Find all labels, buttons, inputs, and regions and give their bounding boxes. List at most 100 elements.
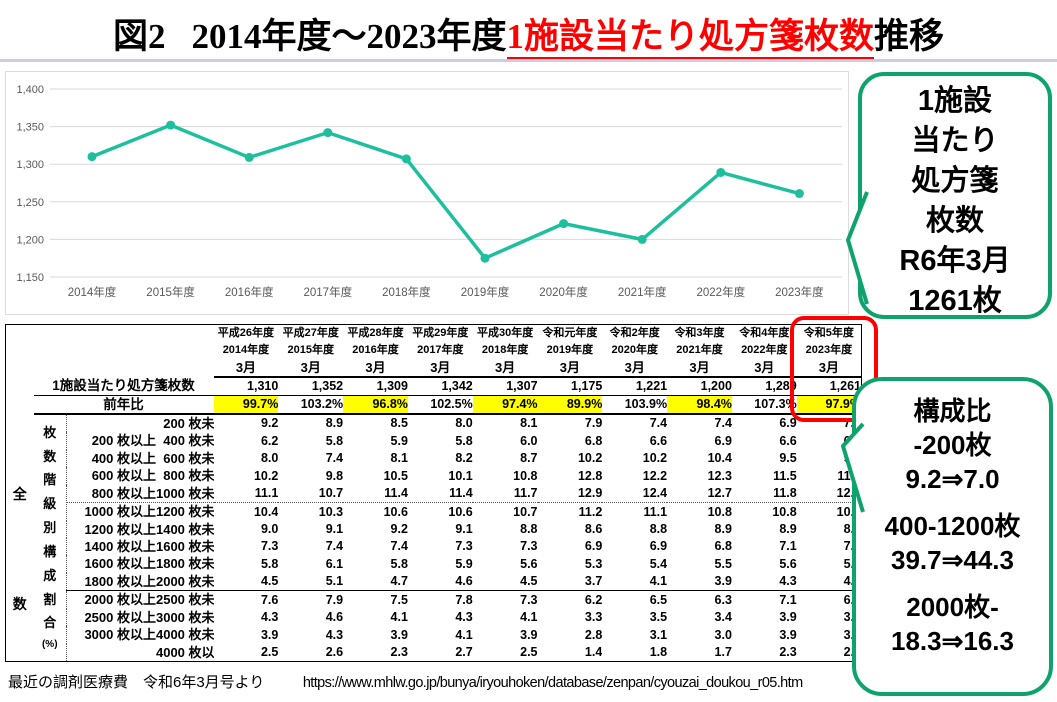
x-tick-label: 2017年度 <box>304 285 353 299</box>
range-label-cell: 1800 枚以上2000 枚未満 <box>66 572 214 592</box>
y-tick-label: 1,250 <box>16 197 44 209</box>
era-header-cell: 令和5年度 <box>803 327 854 339</box>
range-label-cell: 1400 枚以上1600 枚未満 <box>84 538 214 554</box>
value-cell: 3.9 <box>667 572 732 592</box>
value-cell: 12.9 <box>537 484 603 504</box>
callout-line: -200枚 <box>913 430 992 460</box>
value-cell: 8.1 <box>390 451 408 466</box>
value-cell: 4.3 <box>260 610 279 625</box>
range-label-cell: 2000 枚以上2500 枚未満 <box>84 592 214 608</box>
value-cell: 8.0 <box>455 416 473 431</box>
era-header-cell: 令和4年度 <box>739 327 790 339</box>
value-cell: 4.5 <box>472 572 538 592</box>
range-label-cell: 800 枚以上1000 枚未満 <box>66 484 214 504</box>
value-cell: 8.9 <box>714 522 732 536</box>
header-corner-cell <box>5 324 214 377</box>
range-label-cell: 600 枚以上 800 枚未満 <box>91 468 214 484</box>
year-header-cell: 2020年度 <box>611 344 658 356</box>
x-tick-label: 2022年度 <box>697 285 746 299</box>
value-cell: 10.2 <box>577 451 603 466</box>
group-label-all-facilities: 全数 <box>12 486 27 612</box>
value-cell: 3.9 <box>390 627 408 642</box>
main-value-cell: 1,342 <box>407 377 473 396</box>
value-cell: 10.3 <box>318 504 344 519</box>
value-cell: 7.4 <box>390 539 408 554</box>
callout-line: 1261枚 <box>908 285 1002 317</box>
era-header-cell: 平成26年度 <box>217 327 275 339</box>
yoy-value-cell: 97.4% <box>472 395 538 415</box>
value-cell: 8.5 <box>390 416 408 431</box>
main-row-label: 1施設当たり処方箋枚数 <box>33 377 214 396</box>
value-cell: 7.9 <box>584 416 603 431</box>
main-value-cell: 1,352 <box>278 377 344 396</box>
value-cell: 12.2 <box>642 468 668 483</box>
year-header-cell: 2014年度 <box>222 344 270 356</box>
main-value-cell: 1,175 <box>537 377 603 396</box>
year-header-cell: 2022年度 <box>741 344 788 356</box>
value-cell: 6.5 <box>649 592 668 607</box>
value-cell: 10.7 <box>513 504 538 519</box>
value-cell: 5.4 <box>649 556 668 571</box>
yoy-value-cell: 99.7% <box>213 395 279 415</box>
value-cell: 7.3 <box>455 539 473 554</box>
x-tick-label: 2018年度 <box>382 285 431 299</box>
value-cell: 6.9 <box>714 433 732 448</box>
callout-line: 18.3⇒16.3 <box>891 626 1014 656</box>
group-label-size-class: 枚数階級別構成割合 (%) <box>33 414 67 662</box>
value-cell: 2.6 <box>325 645 344 659</box>
value-cell: 2.7 <box>455 645 473 659</box>
value-cell: 9.1 <box>455 522 473 536</box>
year-header-cell: 2021年度 <box>676 344 723 356</box>
value-cell: 6.6 <box>779 433 797 448</box>
data-point <box>637 234 647 244</box>
source-text: 最近の調剤医療費 令和6年3月号より <box>8 674 265 691</box>
source-url-link[interactable]: https://www.mhlw.go.jp/bunya/iryouhoken/… <box>302 675 803 691</box>
callout-line: 1施設 <box>917 85 993 117</box>
value-cell: 11.8 <box>731 484 797 504</box>
value-cell: 9.2 <box>260 416 279 431</box>
month-header-cell: 3月 <box>537 359 603 378</box>
value-cell: 7.3 <box>520 539 538 554</box>
main-value-cell: 1,307 <box>472 377 538 396</box>
value-cell: 4.6 <box>325 610 344 625</box>
value-cell: 4.1 <box>455 627 473 642</box>
month-header-cell: 3月 <box>278 359 344 378</box>
main-value-cell: 1,200 <box>667 377 732 396</box>
value-cell: 3.0 <box>714 627 732 642</box>
value-cell: 6.6 <box>649 433 668 448</box>
month-header-cell: 3月 <box>472 359 538 378</box>
range-label-cell: 1600 枚以上1800 枚未満 <box>84 556 214 572</box>
value-cell: 6.1 <box>325 556 344 571</box>
value-cell: 3.9 <box>779 627 797 642</box>
yoy-value-cell: 89.9% <box>537 395 603 415</box>
yoy-value-cell: 103.2% <box>278 395 344 415</box>
callout-line <box>856 496 1049 509</box>
value-cell: 5.3 <box>584 556 603 571</box>
value-cell: 10.8 <box>513 468 538 483</box>
value-cell: 8.7 <box>520 451 538 466</box>
value-cell: 4.1 <box>520 610 538 625</box>
yoy-row-label: 前年比 <box>33 395 214 415</box>
range-label-cell: 400 枚以上 600 枚未満 <box>91 450 214 466</box>
value-cell: 2.5 <box>520 645 538 659</box>
data-point <box>716 167 726 177</box>
value-cell: 2.5 <box>260 645 279 659</box>
value-cell: 11.1 <box>213 484 279 504</box>
title-range: 2014年度～2023年度 <box>191 17 507 56</box>
main-value-cell: 1,310 <box>213 377 279 396</box>
month-header-cell: 3月 <box>343 359 408 378</box>
value-cell: 5.1 <box>278 572 344 592</box>
value-cell: 6.3 <box>714 592 732 607</box>
main-value-cell: 1,289 <box>731 377 797 396</box>
value-cell: 4.7 <box>343 572 408 592</box>
era-header-cell: 平成29年度 <box>412 327 469 339</box>
callout-bubble-prescriptions: 1施設 当たり 処方箋 枚数 R6年3月 1261枚 <box>858 72 1052 319</box>
yoy-value-cell: 107.3% <box>731 395 797 415</box>
data-table: 平成26年度 平成27年度 平成28年度 平成29年度 平成30年度 令和元年度 令和2年度… <box>5 324 862 662</box>
data-point <box>401 154 411 164</box>
era-header-cell: 平成30年度 <box>476 327 534 339</box>
value-cell: 12.8 <box>577 468 603 483</box>
value-cell: 11.4 <box>407 484 473 504</box>
yoy-value-cell: 96.8% <box>343 395 408 415</box>
callout-line: 9.2⇒7.0 <box>905 464 1000 494</box>
